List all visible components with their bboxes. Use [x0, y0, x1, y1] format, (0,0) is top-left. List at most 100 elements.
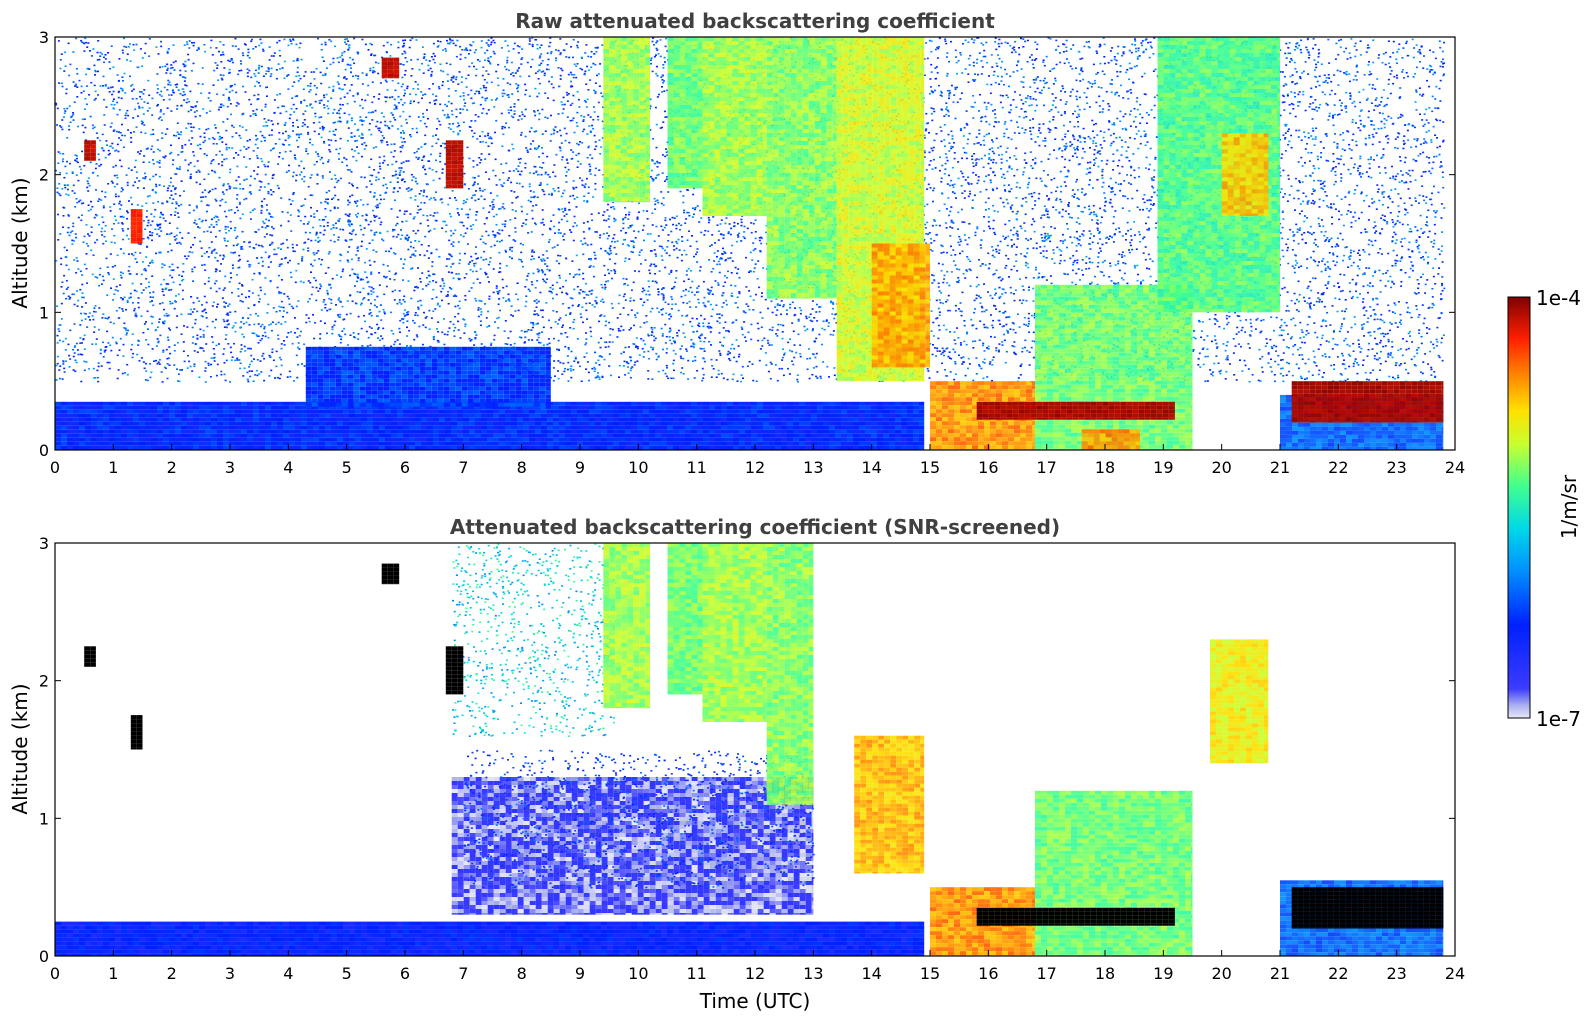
heatmap-cell	[1101, 174, 1104, 177]
heatmap-cell	[258, 373, 261, 375]
heatmap-cell	[330, 298, 333, 301]
heatmap-cell	[178, 283, 181, 286]
heatmap-cell	[1240, 329, 1243, 332]
heatmap-cell	[665, 116, 668, 118]
heatmap-cell	[1322, 81, 1325, 84]
heatmap-cell	[1352, 350, 1355, 352]
heatmap-cell	[349, 294, 352, 296]
heatmap-cell	[1137, 147, 1140, 150]
heatmap-cell	[1043, 275, 1046, 278]
heatmap-cell	[280, 358, 283, 361]
heatmap-cell	[482, 241, 485, 244]
heatmap-cell	[1226, 358, 1229, 361]
heatmap-cell	[55, 379, 58, 381]
heatmap-cell	[735, 240, 738, 243]
heatmap-cell	[1328, 240, 1330, 243]
heatmap-cell	[1111, 205, 1114, 208]
heatmap-cell	[525, 300, 528, 303]
heatmap-cell	[225, 88, 228, 91]
heatmap-cell	[199, 336, 202, 338]
heatmap-cell	[1111, 123, 1114, 126]
heatmap-cell	[1405, 340, 1408, 343]
heatmap-cell	[1320, 156, 1322, 158]
heatmap-cell	[441, 227, 444, 229]
heatmap-cell	[166, 63, 169, 66]
heatmap-cell	[221, 78, 224, 81]
heatmap-cell	[400, 63, 403, 65]
heatmap-cell	[286, 211, 289, 214]
heatmap-cell	[350, 233, 353, 235]
heatmap-cell	[409, 93, 412, 95]
heatmap-cell	[182, 270, 185, 273]
heatmap-cell	[268, 134, 271, 136]
heatmap-cell	[180, 151, 183, 153]
heatmap-cell	[698, 322, 701, 325]
heatmap-cell	[1105, 90, 1108, 93]
heatmap-cell	[81, 292, 84, 294]
heatmap-cell	[254, 85, 256, 87]
heatmap-cell	[1300, 39, 1303, 42]
heatmap-cell	[1113, 122, 1115, 124]
heatmap-cell	[1202, 347, 1205, 349]
heatmap-cell	[350, 71, 352, 74]
heatmap-cell	[710, 244, 713, 246]
heatmap-cell	[1286, 249, 1289, 252]
heatmap-cell	[1121, 256, 1124, 258]
heatmap-cell	[104, 196, 107, 198]
heatmap-cell	[512, 75, 515, 77]
heatmap-cell	[973, 299, 976, 302]
heatmap-cell	[750, 270, 753, 273]
heatmap-cell	[232, 126, 235, 128]
heatmap-cell	[1116, 70, 1119, 73]
heatmap-cell	[96, 376, 99, 379]
heatmap-cell	[1154, 68, 1157, 71]
heatmap-cell	[473, 265, 476, 267]
heatmap-cell	[441, 84, 444, 87]
heatmap-cell	[587, 371, 590, 374]
heatmap-cell	[133, 166, 136, 168]
heatmap-cell	[1135, 50, 1138, 53]
heatmap-cell	[1343, 72, 1346, 74]
heatmap-cell	[229, 86, 232, 88]
heatmap-cell	[328, 149, 331, 151]
heatmap-cell	[435, 159, 437, 162]
heatmap-cell	[168, 98, 171, 101]
heatmap-cell	[1077, 268, 1080, 270]
heatmap-cell	[966, 243, 969, 246]
heatmap-cell	[1022, 76, 1025, 78]
heatmap-cell	[322, 129, 325, 131]
heatmap-cell	[576, 285, 579, 288]
heatmap-cell	[429, 67, 432, 70]
heatmap-cell	[532, 205, 535, 207]
heatmap-cell	[371, 101, 374, 104]
heatmap-cell	[1092, 130, 1094, 132]
heatmap-cell	[1063, 181, 1066, 183]
heatmap-cell	[437, 321, 440, 323]
heatmap-cell	[316, 153, 319, 155]
heatmap-cell	[280, 258, 283, 260]
heatmap-cell	[223, 320, 226, 323]
heatmap-cell	[965, 110, 968, 112]
heatmap-cell	[125, 332, 128, 334]
heatmap-cell	[434, 199, 437, 201]
heatmap-cell	[1000, 161, 1003, 164]
heatmap-cell	[951, 135, 954, 137]
heatmap-cell	[351, 268, 354, 271]
heatmap-cell	[1103, 209, 1106, 211]
heatmap-cell	[498, 271, 501, 273]
heatmap-cell	[752, 299, 755, 301]
heatmap-cell	[1442, 121, 1445, 123]
heatmap-cell	[1336, 310, 1339, 313]
heatmap-cell	[318, 219, 321, 221]
heatmap-cell	[156, 84, 159, 86]
heatmap-cell	[115, 174, 118, 177]
heatmap-cell	[524, 336, 527, 339]
heatmap-cell	[1052, 206, 1055, 208]
heatmap-cell	[261, 206, 264, 208]
heatmap-cell	[245, 148, 248, 150]
heatmap-cell	[559, 255, 562, 257]
heatmap-cell	[1356, 296, 1359, 299]
heatmap-cell	[1357, 265, 1359, 267]
heatmap-cell	[1368, 267, 1371, 269]
heatmap-cell	[1359, 155, 1362, 158]
